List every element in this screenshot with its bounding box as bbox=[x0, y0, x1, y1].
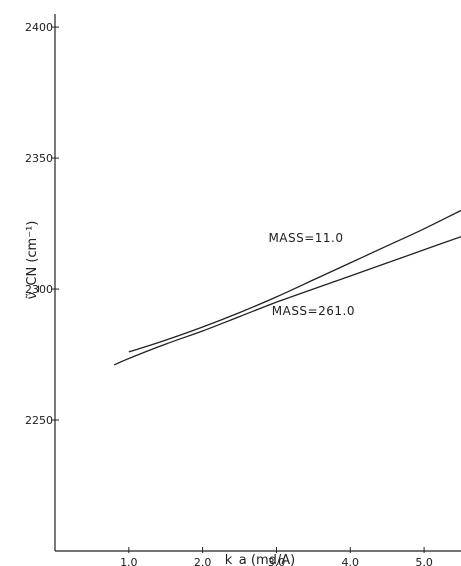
y-ticks: 2250 2300 2350 2400 bbox=[25, 21, 59, 427]
y-tick-label: 2300 bbox=[25, 283, 53, 296]
series-group bbox=[113, 209, 461, 366]
y-axis-label: ν̃_CN (cm⁻¹) bbox=[25, 221, 40, 300]
series-line-1 bbox=[128, 209, 461, 353]
x-tick-label: 3.0 bbox=[268, 556, 286, 566]
series-line-2 bbox=[113, 236, 461, 366]
x-tick-label: 2.0 bbox=[194, 556, 212, 566]
annotations: MASS=11.0 MASS=261.0 bbox=[268, 231, 355, 318]
x-tick-label: 1.0 bbox=[120, 556, 138, 566]
series-annotation-2: MASS=261.0 bbox=[272, 304, 355, 318]
y-tick-label: 2250 bbox=[25, 414, 53, 427]
x-tick-label: 5.0 bbox=[415, 556, 433, 566]
series-annotation-1: MASS=11.0 bbox=[268, 231, 343, 245]
x-axis-label: k_a (md/A) bbox=[225, 553, 295, 566]
y-tick-label: 2350 bbox=[25, 152, 53, 165]
y-tick-label: 2400 bbox=[25, 21, 53, 34]
x-tick-label: 4.0 bbox=[342, 556, 360, 566]
x-ticks: 1.0 2.0 3.0 4.0 5.0 bbox=[120, 547, 433, 566]
